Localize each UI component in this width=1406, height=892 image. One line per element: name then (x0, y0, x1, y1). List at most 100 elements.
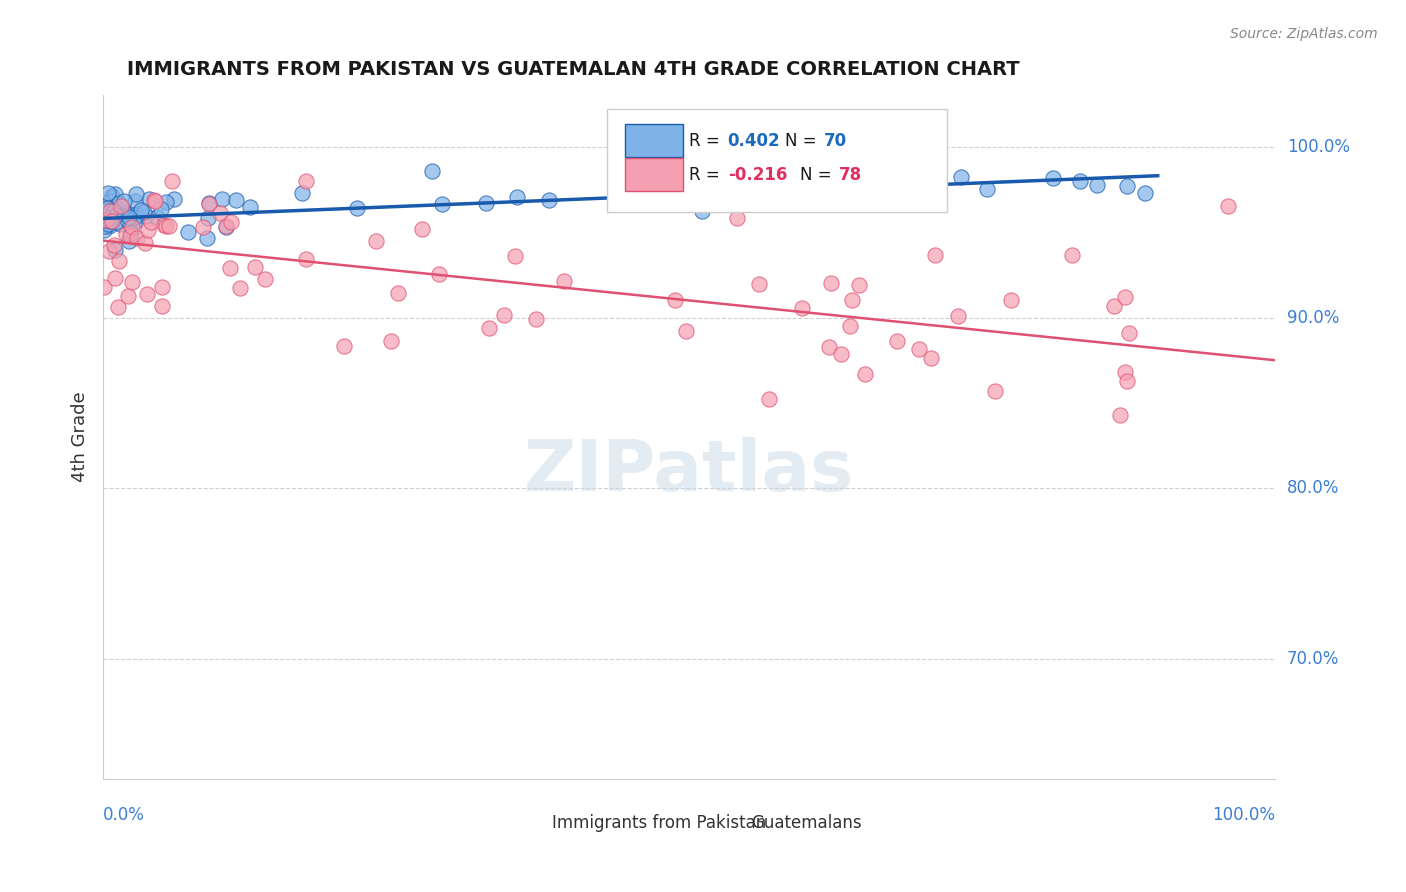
Text: 100.0%: 100.0% (1286, 137, 1350, 156)
Point (97, 186, 120, 201)
Point (239, 200, 262, 214)
Point (114, 227, 136, 241)
Text: 0.402: 0.402 (728, 131, 780, 150)
Point (160, 174, 183, 188)
Point (125, 230, 148, 244)
Point (134, 235, 156, 250)
Text: R =: R = (689, 131, 725, 150)
FancyBboxPatch shape (607, 109, 946, 211)
Point (153, 218, 176, 232)
Point (1060, 248, 1083, 262)
Point (225, 193, 247, 207)
FancyBboxPatch shape (714, 814, 751, 836)
Point (117, 289, 139, 303)
Point (150, 280, 173, 294)
Point (104, 271, 127, 285)
Text: 78: 78 (839, 166, 862, 184)
Point (291, 186, 314, 200)
Point (294, 252, 316, 266)
Point (105, 207, 128, 221)
Point (380, 334, 402, 348)
Point (1116, 179, 1139, 194)
Point (94, 213, 117, 227)
Point (908, 342, 931, 356)
Text: 0.0%: 0.0% (103, 806, 145, 824)
Point (211, 192, 233, 206)
Point (420, 163, 443, 178)
Point (98, 219, 121, 234)
Point (820, 276, 842, 290)
Point (215, 220, 238, 235)
Point (725, 211, 748, 225)
Point (136, 223, 159, 237)
Point (131, 203, 153, 218)
Point (219, 260, 242, 275)
Point (366, 234, 388, 248)
Point (1108, 409, 1130, 423)
Point (215, 219, 238, 233)
Point (924, 248, 946, 262)
Point (838, 319, 860, 334)
Point (198, 196, 221, 211)
Point (124, 210, 146, 224)
Point (94, 219, 117, 233)
Point (101, 214, 124, 228)
Point (93, 223, 115, 237)
Point (118, 211, 141, 225)
Point (124, 213, 146, 227)
Point (163, 193, 186, 207)
Point (841, 293, 863, 307)
Point (474, 195, 496, 210)
Point (818, 340, 841, 354)
Point (176, 225, 198, 239)
Point (1115, 375, 1137, 389)
Text: Guatemalans: Guatemalans (751, 814, 862, 832)
Point (946, 309, 969, 323)
Point (96, 201, 118, 215)
Point (124, 194, 146, 209)
Point (118, 229, 141, 244)
Point (98, 203, 121, 218)
FancyBboxPatch shape (624, 124, 683, 157)
Point (115, 211, 138, 226)
Point (886, 334, 908, 348)
Point (94, 203, 117, 218)
Point (104, 244, 127, 258)
Point (664, 293, 686, 308)
Point (145, 194, 167, 209)
Point (104, 215, 127, 229)
Point (136, 287, 159, 301)
Text: Immigrants from Pakistan: Immigrants from Pakistan (553, 814, 766, 832)
Text: 70: 70 (824, 131, 846, 150)
Text: N =: N = (800, 166, 837, 184)
Point (110, 199, 132, 213)
Point (121, 220, 143, 235)
Point (98, 213, 121, 227)
Point (949, 169, 972, 184)
FancyBboxPatch shape (624, 158, 683, 191)
Point (195, 231, 218, 245)
Text: N =: N = (785, 131, 823, 150)
Point (98, 212, 121, 227)
Text: ZIPatlas: ZIPatlas (524, 437, 853, 506)
Point (111, 202, 134, 217)
Point (103, 203, 125, 218)
Point (107, 300, 129, 314)
Text: 90.0%: 90.0% (1286, 309, 1339, 326)
Point (1133, 186, 1156, 201)
Point (478, 321, 501, 335)
Point (108, 217, 131, 231)
Point (1114, 365, 1136, 379)
Point (1042, 171, 1064, 186)
Text: 100.0%: 100.0% (1212, 806, 1275, 824)
Point (228, 281, 250, 295)
Point (197, 211, 219, 226)
Point (146, 211, 169, 225)
Point (1069, 173, 1091, 187)
Point (748, 277, 770, 292)
Point (1118, 326, 1140, 340)
Point (159, 219, 181, 233)
Point (1087, 178, 1109, 192)
Point (537, 193, 560, 207)
Point (138, 193, 160, 207)
